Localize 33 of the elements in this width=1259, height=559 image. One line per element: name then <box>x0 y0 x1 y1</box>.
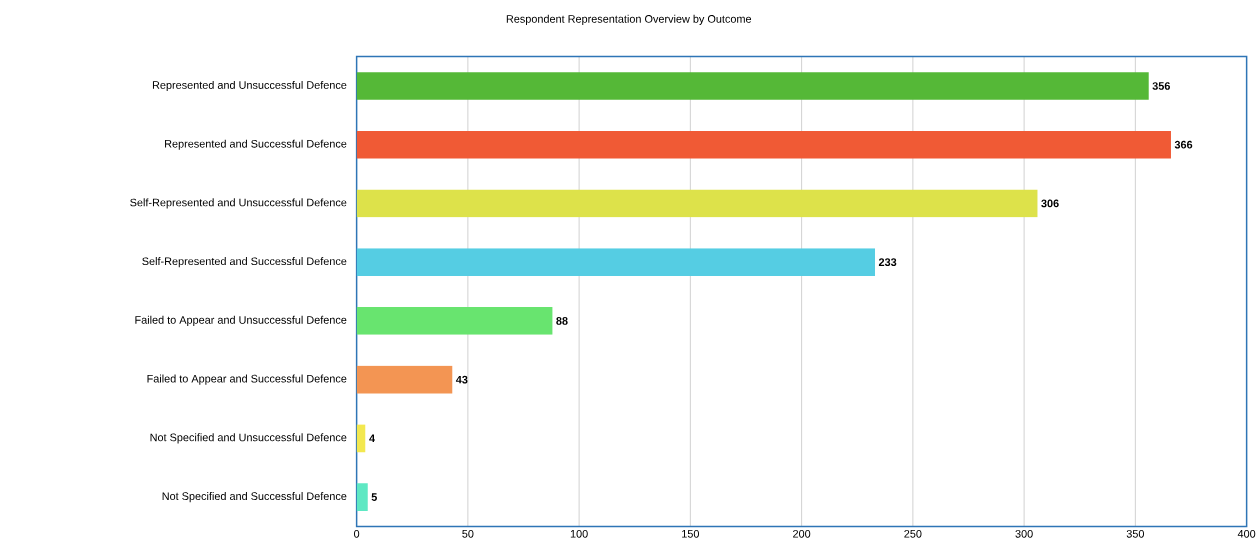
x-tick-label: 250 <box>904 529 922 538</box>
x-tick-label: 350 <box>1126 529 1145 538</box>
bar <box>356 365 453 394</box>
x-tick-label: 100 <box>570 529 588 538</box>
y-tick-label: Represented and Unsuccessful Defence <box>152 80 347 91</box>
x-tick-label: 0 <box>354 529 360 538</box>
bar <box>356 483 368 511</box>
y-tick-label: Self-Represented and Successful Defence <box>142 256 347 268</box>
y-tick-label: Not Specified and Unsuccessful Defence <box>150 433 347 444</box>
y-tick-label: Not Specified and Successful Defence <box>162 491 347 503</box>
y-tick-label: Failed to Appear and Unsuccessful Defence <box>135 315 347 326</box>
y-tick-label: Represented and Successful Defence <box>165 139 347 150</box>
bar <box>356 130 1171 159</box>
bar <box>356 189 1038 218</box>
data-label: 233 <box>878 258 897 266</box>
data-label: 43 <box>455 375 468 384</box>
bar <box>356 72 1149 100</box>
data-label: 4 <box>369 434 375 442</box>
data-label: 306 <box>1041 199 1059 208</box>
data-label: 88 <box>556 316 568 325</box>
chart-title: Respondent Representation Overview by Outcome <box>506 14 752 25</box>
bar <box>356 248 876 276</box>
x-tick-label: 300 <box>1015 529 1033 538</box>
x-tick-label: 400 <box>1237 529 1256 538</box>
y-tick-label: Self-Represented and Unsuccessful Defence <box>130 198 347 209</box>
y-tick-label: Failed to Appear and Successful Defence <box>147 374 347 385</box>
x-tick-label: 150 <box>682 529 700 538</box>
x-tick-label: 50 <box>462 529 474 538</box>
bar <box>356 306 553 335</box>
data-label: 5 <box>371 493 377 501</box>
data-label: 356 <box>1152 82 1170 90</box>
data-label: 366 <box>1174 140 1193 149</box>
x-tick-label: 200 <box>793 529 811 538</box>
